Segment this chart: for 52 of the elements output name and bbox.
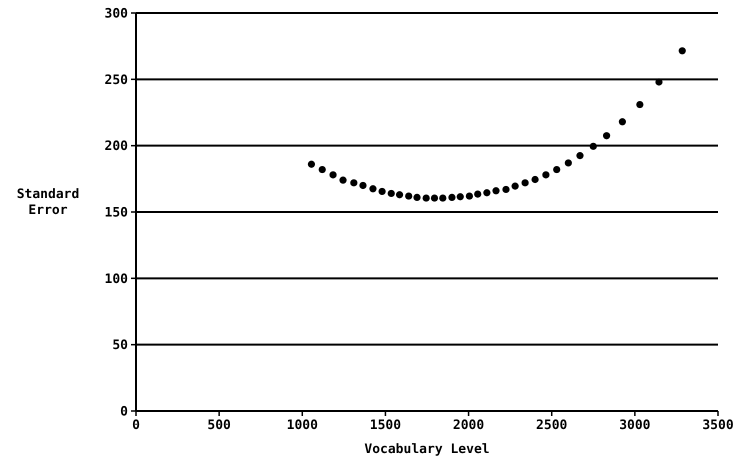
- point: [318, 166, 326, 174]
- point: [350, 179, 358, 186]
- point: [339, 176, 347, 184]
- point: [564, 159, 572, 167]
- point: [448, 194, 456, 202]
- point: [369, 185, 377, 192]
- point: [590, 142, 597, 150]
- point: [483, 189, 490, 196]
- y-tick-label: 200: [104, 139, 128, 154]
- point: [388, 190, 395, 198]
- point: [531, 176, 539, 184]
- point: [466, 192, 474, 200]
- point: [522, 179, 529, 186]
- y-tick-label: 50: [112, 338, 128, 354]
- point: [422, 194, 430, 202]
- x-tick-label: 2000: [452, 418, 484, 433]
- y-tick-label: 150: [104, 206, 128, 221]
- point: [474, 190, 482, 198]
- x-tick-label: 3000: [619, 418, 651, 433]
- y-tick-label: 100: [104, 272, 128, 287]
- point: [378, 188, 386, 196]
- point: [636, 100, 644, 108]
- point: [618, 118, 626, 126]
- point: [308, 160, 316, 168]
- x-tick-label: 1000: [286, 418, 318, 433]
- point: [512, 182, 519, 190]
- y-tick-label: 250: [104, 72, 128, 88]
- point: [439, 194, 446, 202]
- point: [502, 186, 510, 194]
- y-axis-title: Standard Error: [16, 187, 80, 218]
- point: [655, 78, 663, 86]
- x-tick-label: 500: [207, 418, 232, 433]
- point: [542, 171, 550, 178]
- point: [359, 182, 367, 190]
- x-tick-label: 0: [132, 418, 140, 433]
- point: [492, 187, 500, 194]
- point: [430, 194, 438, 202]
- point: [405, 192, 412, 200]
- y-tick-label: 0: [120, 404, 128, 420]
- x-axis-title: Vocabulary Level: [364, 442, 490, 457]
- point: [678, 47, 686, 54]
- point: [553, 166, 560, 174]
- point: [602, 132, 610, 140]
- point: [413, 194, 421, 202]
- point: [576, 152, 584, 160]
- x-tick-label: 1500: [370, 418, 402, 433]
- point: [396, 191, 404, 198]
- y-tick-label: 300: [104, 6, 128, 22]
- x-tick-label: 2500: [536, 418, 568, 433]
- point: [456, 193, 464, 200]
- point: [329, 171, 337, 178]
- x-tick-label: 3500: [702, 418, 734, 433]
